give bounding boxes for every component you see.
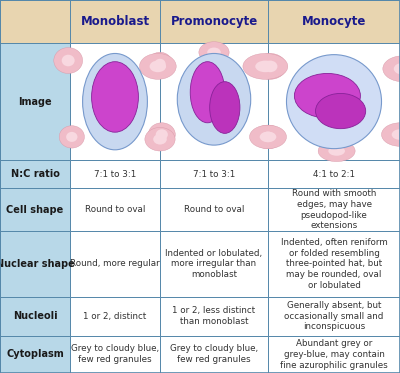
Ellipse shape [261,132,275,142]
Bar [70,0,160,43]
Ellipse shape [318,140,355,162]
Text: Monocyte: Monocyte [302,15,366,28]
Bar [268,336,400,373]
Ellipse shape [66,132,78,142]
Text: 4:1 to 2:1: 4:1 to 2:1 [313,170,355,179]
Text: Nuclear shape: Nuclear shape [0,259,74,269]
Bar [70,297,160,336]
Text: N:C ratio: N:C ratio [10,169,60,179]
Text: Generally absent, but
occasionally small and
inconspicuous: Generally absent, but occasionally small… [284,301,384,331]
Ellipse shape [253,125,283,148]
Ellipse shape [177,53,251,145]
Bar [160,188,268,231]
Bar [268,0,400,43]
Ellipse shape [145,128,175,151]
Text: 7:1 to 3:1: 7:1 to 3:1 [193,170,235,179]
Ellipse shape [59,126,84,148]
Text: Round to oval: Round to oval [85,205,145,214]
Bar [268,297,400,336]
Text: Round with smooth
edges, may have
pseudopod-like
extensions: Round with smooth edges, may have pseudo… [292,189,376,231]
Text: Promonocyte: Promonocyte [170,15,258,28]
Bar [0,160,70,188]
Bar [268,160,400,188]
Ellipse shape [92,62,138,132]
Text: 1 or 2, less distinct
than monoblast: 1 or 2, less distinct than monoblast [172,306,256,326]
Bar [160,297,268,336]
Ellipse shape [260,132,276,142]
Text: Image: Image [18,97,52,107]
Ellipse shape [394,63,400,75]
Bar [160,336,268,373]
Ellipse shape [294,73,360,118]
Bar [70,231,160,297]
Bar [268,231,400,297]
Text: Abundant grey or
grey-blue, may contain
fine azurophilic granules: Abundant grey or grey-blue, may contain … [280,339,388,370]
Text: Round to oval: Round to oval [184,205,244,214]
Text: Cell shape: Cell shape [6,205,64,215]
Text: 7:1 to 3:1: 7:1 to 3:1 [94,170,136,179]
Ellipse shape [156,129,168,140]
Bar [160,0,268,43]
Ellipse shape [148,123,175,146]
Bar [160,43,268,160]
Ellipse shape [328,146,345,156]
Bar [0,0,70,43]
Ellipse shape [147,52,173,76]
Ellipse shape [383,56,400,82]
Ellipse shape [243,53,288,79]
Bar [0,231,70,297]
Ellipse shape [382,123,400,146]
Ellipse shape [255,60,276,72]
Ellipse shape [62,55,75,66]
Text: Indented or lobulated,
more irregular than
monoblast: Indented or lobulated, more irregular th… [166,249,262,279]
Ellipse shape [263,60,278,72]
Ellipse shape [316,93,366,129]
Ellipse shape [82,53,147,150]
Ellipse shape [286,54,382,148]
Ellipse shape [207,47,221,57]
Text: Indented, often reniform
or folded resembling
three-pointed hat, but
may be roun: Indented, often reniform or folded resem… [281,238,387,290]
Ellipse shape [254,53,286,79]
Text: 1 or 2, distinct: 1 or 2, distinct [83,311,147,321]
Bar [0,336,70,373]
Bar [268,43,400,160]
Ellipse shape [392,129,400,140]
Bar [160,160,268,188]
Text: Grey to cloudy blue,
few red granules: Grey to cloudy blue, few red granules [71,345,159,364]
Ellipse shape [250,125,286,148]
Bar [0,43,70,160]
Text: Monoblast: Monoblast [80,15,150,28]
Ellipse shape [150,60,166,72]
Bar [70,336,160,373]
Text: Nucleoli: Nucleoli [13,311,57,321]
Ellipse shape [154,59,166,69]
Bar [0,188,70,231]
Bar [70,160,160,188]
Bar [70,188,160,231]
Bar [268,188,400,231]
Text: Cytoplasm: Cytoplasm [6,350,64,359]
Ellipse shape [210,82,240,134]
Bar [0,297,70,336]
Ellipse shape [199,42,229,63]
Text: Round, more regular: Round, more regular [70,259,160,269]
Ellipse shape [54,48,82,73]
Ellipse shape [153,134,167,144]
Text: Grey to cloudy blue,
few red granules: Grey to cloudy blue, few red granules [170,345,258,364]
Ellipse shape [190,62,225,123]
Bar [70,43,160,160]
Bar [160,231,268,297]
Ellipse shape [140,53,176,79]
